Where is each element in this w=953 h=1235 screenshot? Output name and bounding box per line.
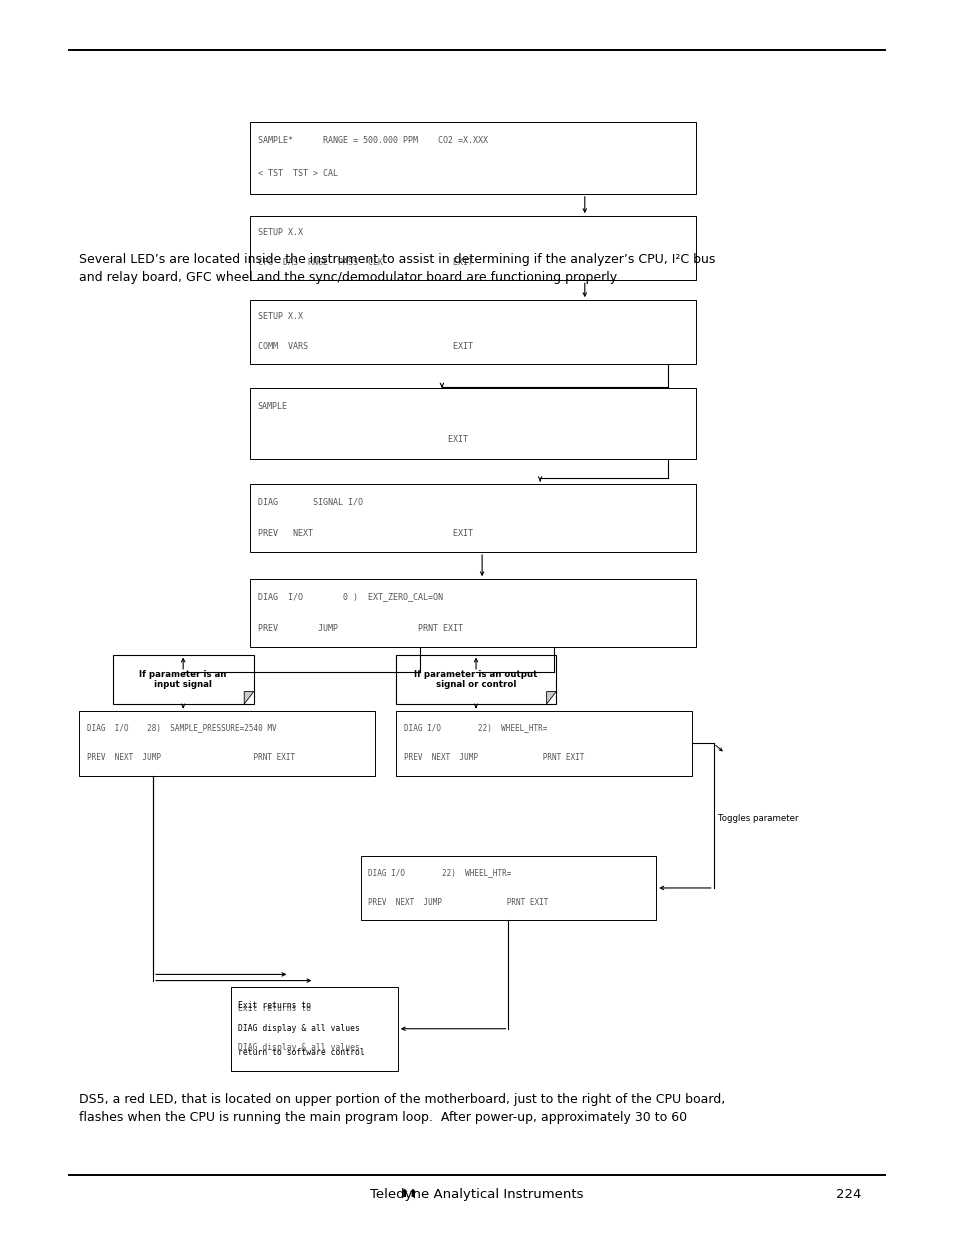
Text: EXIT: EXIT [257,435,467,443]
Text: Several LED’s are located inside the instrument to assist in determining if the : Several LED’s are located inside the ins… [79,253,715,284]
Text: ⬆⬆: ⬆⬆ [398,1189,417,1199]
Text: Exit returns to: Exit returns to [238,1000,312,1010]
Text: If parameter is an
input signal: If parameter is an input signal [139,669,227,689]
Text: SAMPLE: SAMPLE [257,401,287,411]
Text: SETUP X.X: SETUP X.X [257,228,302,237]
Text: DIAG I/O        22)  WHEEL_HTR=: DIAG I/O 22) WHEEL_HTR= [368,868,511,877]
Bar [250,388,696,459]
Text: DIAG  I/O    28)  SAMPLE_PRESSURE=2540 MV: DIAG I/O 28) SAMPLE_PRESSURE=2540 MV [87,724,276,732]
Text: PREV  NEXT  JUMP              PRNT EXIT: PREV NEXT JUMP PRNT EXIT [368,898,548,906]
Text: COMM  VARS                             EXIT: COMM VARS EXIT [257,342,472,351]
Text: return to software control: return to software control [238,1047,365,1057]
Bar [250,579,696,647]
Text: If parameter is an output
signal or control: If parameter is an output signal or cont… [414,669,537,689]
Text: SETUP X.X: SETUP X.X [257,312,302,321]
Bar [395,655,556,704]
Bar [250,484,696,552]
Text: 224: 224 [836,1188,861,1200]
Text: DIAG       SIGNAL I/O: DIAG SIGNAL I/O [257,498,362,506]
Bar [112,655,253,704]
Text: < TST  TST > CAL: < TST TST > CAL [257,169,337,178]
Text: PREV        JUMP                PRNT EXIT: PREV JUMP PRNT EXIT [257,624,462,632]
Text: Toggles parameter: Toggles parameter [718,814,798,824]
Polygon shape [546,692,556,704]
Bar [360,856,656,920]
Text: PREV   NEXT                            EXIT: PREV NEXT EXIT [257,529,472,537]
Bar [231,987,397,1071]
Bar [250,300,696,364]
Text: Teledyne Analytical Instruments: Teledyne Analytical Instruments [370,1188,583,1200]
Polygon shape [244,692,253,704]
Text: PREV  NEXT  JUMP              PRNT EXIT: PREV NEXT JUMP PRNT EXIT [403,753,583,762]
Text: CFG  DAS  RNGE  PASS  CLK              EXIT: CFG DAS RNGE PASS CLK EXIT [257,258,472,267]
Bar [79,711,375,776]
Text: DS5, a red LED, that is located on upper portion of the motherboard, just to the: DS5, a red LED, that is located on upper… [79,1093,724,1124]
Text: PREV  NEXT  JUMP                    PRNT EXIT: PREV NEXT JUMP PRNT EXIT [87,753,294,762]
Text: Exit returns to: Exit returns to [238,1004,312,1013]
Text: DIAG display & all values: DIAG display & all values [238,1042,360,1052]
Text: SAMPLE*      RANGE = 500.000 PPM    CO2 =X.XXX: SAMPLE* RANGE = 500.000 PPM CO2 =X.XXX [257,136,487,146]
Text: DIAG display & all values: DIAG display & all values [238,1024,360,1034]
Bar [395,711,691,776]
Text: DIAG  I/O        0 )  EXT_ZERO_CAL=ON: DIAG I/O 0 ) EXT_ZERO_CAL=ON [257,593,442,601]
Bar [250,216,696,280]
Text: DIAG I/O        22)  WHEEL_HTR=: DIAG I/O 22) WHEEL_HTR= [403,724,546,732]
Bar [250,122,696,194]
